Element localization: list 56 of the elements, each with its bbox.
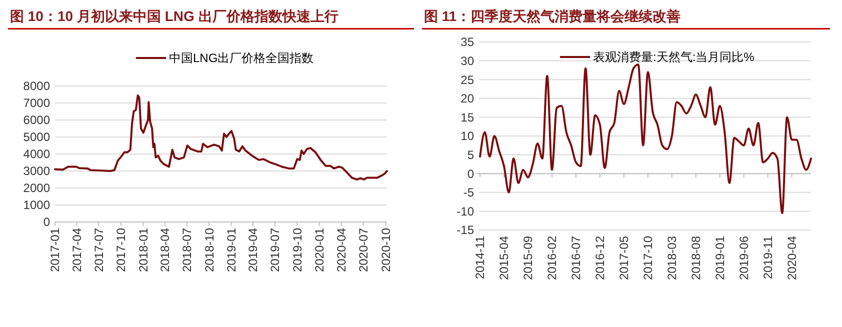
x-tick-label: 2018-07 bbox=[180, 228, 194, 272]
line-series bbox=[54, 94, 388, 180]
x-tick-label: 2019-07 bbox=[268, 228, 282, 272]
x-tick-label: 2015-04 bbox=[497, 236, 512, 280]
x-tick-label: 2016-02 bbox=[545, 236, 560, 280]
x-tick-label: 2015-09 bbox=[521, 236, 536, 280]
y-tick-label: 30 bbox=[460, 54, 474, 68]
y-tick-label: -5 bbox=[463, 186, 474, 200]
y-tick-label: -15 bbox=[456, 223, 474, 238]
y-tick-label: 8000 bbox=[23, 79, 50, 94]
x-tick-label: 2019-06 bbox=[737, 236, 752, 280]
x-tick-label: 2017-04 bbox=[70, 228, 84, 272]
y-tick-label: 20 bbox=[460, 92, 474, 106]
x-tick-label: 2018-04 bbox=[158, 228, 172, 272]
chart-title: 图 10：10 月初以来中国 LNG 出厂价格指数快速上行 bbox=[10, 8, 338, 24]
x-tick-label: 2019-01 bbox=[713, 236, 728, 280]
y-tick-label: -10 bbox=[456, 204, 474, 218]
y-tick-label: 3000 bbox=[23, 164, 50, 178]
y-tick-label: 2000 bbox=[23, 181, 50, 196]
x-tick-label: 2017-01 bbox=[48, 228, 62, 272]
x-tick-label: 2020-07 bbox=[356, 228, 371, 272]
y-tick-label: 0 bbox=[467, 166, 474, 181]
x-tick-label: 2019-11 bbox=[761, 236, 776, 280]
y-tick-label: 0 bbox=[43, 215, 50, 230]
x-tick-label: 2019-01 bbox=[224, 228, 238, 272]
y-tick-label: 4000 bbox=[23, 147, 50, 162]
line-series bbox=[479, 64, 812, 214]
x-tick-label: 2018-10 bbox=[202, 228, 216, 272]
x-tick-label: 2019-10 bbox=[290, 228, 304, 272]
y-tick-label: 1000 bbox=[23, 198, 50, 212]
y-tick-label: 25 bbox=[460, 72, 474, 87]
chart-title: 图 11：四季度天然气消费量将会继续改善 bbox=[424, 8, 681, 24]
x-tick-label: 2020-01 bbox=[312, 228, 327, 272]
x-tick-label: 2020-04 bbox=[785, 236, 800, 280]
y-tick-label: 35 bbox=[460, 35, 474, 50]
x-tick-label: 2018-08 bbox=[689, 236, 704, 280]
x-tick-label: 2014-11 bbox=[473, 236, 488, 280]
legend-label: 中国LNG出厂价格全国指数 bbox=[169, 51, 314, 66]
x-tick-label: 2019-04 bbox=[246, 228, 260, 272]
legend-label: 表观消费量:天然气:当月同比% bbox=[593, 50, 755, 64]
x-tick-label: 2017-10 bbox=[641, 236, 656, 280]
y-tick-label: 6000 bbox=[23, 113, 50, 128]
y-tick-label: 15 bbox=[460, 110, 474, 124]
y-tick-label: 10 bbox=[460, 129, 474, 144]
x-tick-label: 2020-04 bbox=[334, 228, 349, 272]
x-tick-label: 2018-03 bbox=[665, 236, 680, 280]
x-tick-label: 2017-07 bbox=[92, 228, 106, 272]
x-tick-label: 2020-10 bbox=[378, 228, 393, 272]
x-tick-label: 2017-10 bbox=[114, 228, 128, 272]
y-tick-label: 7000 bbox=[23, 96, 50, 110]
x-tick-label: 2016-07 bbox=[569, 236, 584, 280]
y-tick-label: 5 bbox=[467, 148, 474, 162]
y-tick-label: 5000 bbox=[23, 130, 50, 144]
x-tick-label: 2016-12 bbox=[593, 236, 608, 280]
x-tick-label: 2018-01 bbox=[136, 228, 150, 272]
x-tick-label: 2017-05 bbox=[617, 236, 632, 280]
